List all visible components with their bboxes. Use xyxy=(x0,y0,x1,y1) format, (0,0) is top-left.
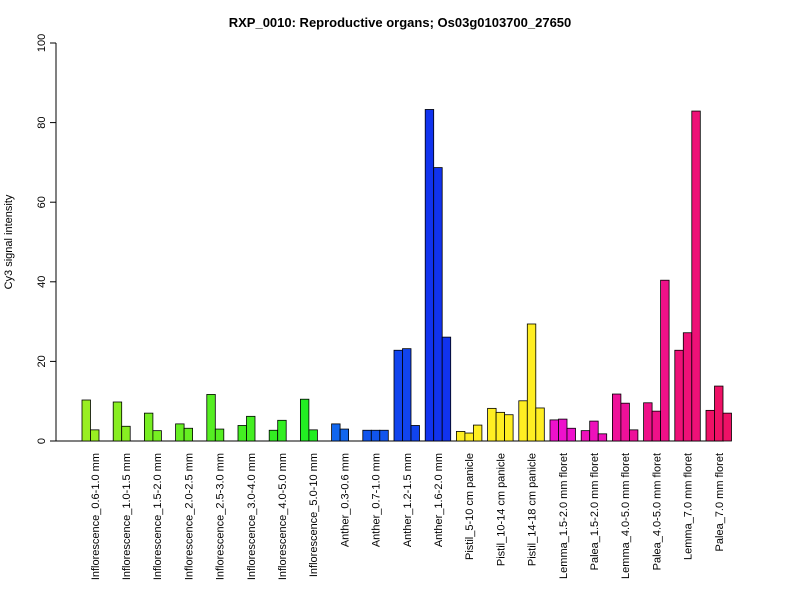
bar xyxy=(370,429,381,442)
bar xyxy=(175,423,185,442)
bar xyxy=(566,427,576,442)
y-tick-label: 20 xyxy=(36,355,48,367)
category-label: Inflorescence_5.0-10 mm xyxy=(308,453,320,577)
bar xyxy=(682,332,693,442)
bar xyxy=(549,419,559,442)
y-axis-label: Cy3 signal intensity xyxy=(3,194,15,289)
bar xyxy=(674,349,684,442)
bar xyxy=(518,400,528,442)
category-label: Anther_1.6-2.0 mm xyxy=(433,453,445,547)
category-label: Inflorescence_1.0-1.5 mm xyxy=(121,453,133,580)
bar xyxy=(691,110,701,442)
bar xyxy=(504,414,514,442)
category-label: Pistil_14-18 cm panicle xyxy=(527,453,539,566)
category-label: Palea_1.5-2.0 mm floret xyxy=(589,453,601,570)
bar xyxy=(246,415,256,442)
bar xyxy=(660,279,670,442)
bar xyxy=(183,427,194,442)
bar xyxy=(472,424,483,442)
bar xyxy=(143,412,154,442)
bar xyxy=(121,425,131,442)
bar xyxy=(714,385,724,442)
category-label: Inflorescence_0.6-1.0 mm xyxy=(90,453,102,580)
bar xyxy=(433,167,443,442)
bars-group xyxy=(81,109,732,442)
bar xyxy=(643,402,653,442)
bar xyxy=(331,423,341,442)
bar xyxy=(535,407,545,442)
chart-title: RXP_0010: Reproductive organs; Os03g0103… xyxy=(229,15,572,30)
category-label: Lemma_1.5-2.0 mm floret xyxy=(558,453,570,579)
bar xyxy=(90,429,100,442)
category-label: Lemma_4.0-5.0 mm floret xyxy=(620,453,632,579)
bar xyxy=(629,429,639,442)
bar xyxy=(455,431,466,442)
bar xyxy=(589,420,599,442)
y-axis: 0 20 40 60 80 100 xyxy=(36,34,57,444)
y-tick-label: 80 xyxy=(36,116,48,128)
bar xyxy=(81,399,91,442)
bar xyxy=(237,425,247,442)
category-label: Inflorescence_2.0-2.5 mm xyxy=(183,453,195,580)
category-label: Pistil_5-10 cm panicle xyxy=(464,453,476,560)
bar xyxy=(152,430,162,442)
bar xyxy=(424,109,435,442)
bar xyxy=(487,407,497,442)
bar xyxy=(705,409,715,442)
category-label: Palea_4.0-5.0 mm floret xyxy=(651,453,663,570)
bar xyxy=(339,428,350,442)
category-label: Inflorescence_4.0-5.0 mm xyxy=(277,453,289,580)
bar xyxy=(393,349,403,442)
category-label: Inflorescence_3.0-4.0 mm xyxy=(246,453,258,580)
bar xyxy=(299,398,310,442)
bar xyxy=(214,428,225,442)
category-label: Lemma_7.0 mm floret xyxy=(683,453,695,560)
bar xyxy=(597,433,608,442)
y-tick-label: 40 xyxy=(36,276,48,288)
bar xyxy=(308,429,318,442)
bar xyxy=(362,429,372,442)
y-tick-label: 0 xyxy=(36,438,48,444)
category-label: Inflorescence_2.5-3.0 mm xyxy=(215,453,227,580)
category-label: Palea_7.0 mm floret xyxy=(714,453,726,551)
bar xyxy=(112,401,123,442)
bar xyxy=(379,429,389,442)
category-label: Anther_0.7-1.0 mm xyxy=(371,453,383,547)
bar xyxy=(206,394,216,442)
category-label: Pistil_10-14 cm panicle xyxy=(495,453,507,566)
bar xyxy=(722,412,732,442)
bar xyxy=(580,430,591,442)
bar xyxy=(612,393,622,442)
category-label: Inflorescence_1.5-2.0 mm xyxy=(152,453,164,580)
bar xyxy=(526,323,537,442)
bar xyxy=(277,419,287,442)
bar xyxy=(558,418,568,442)
category-label: Anther_1.2-1.5 mm xyxy=(402,453,414,547)
bar xyxy=(651,410,661,442)
y-tick-label: 100 xyxy=(36,34,48,52)
y-tick-label: 60 xyxy=(36,196,48,208)
bar xyxy=(402,348,412,442)
bar xyxy=(620,402,630,442)
bar xyxy=(441,336,452,442)
bar xyxy=(495,411,506,442)
bar xyxy=(268,429,279,442)
bar xyxy=(410,425,420,442)
category-label: Anther_0.3-0.6 mm xyxy=(339,453,351,547)
category-labels: Inflorescence_0.6-1.0 mm Inflorescence_1.… xyxy=(90,453,726,580)
bar xyxy=(464,432,474,442)
